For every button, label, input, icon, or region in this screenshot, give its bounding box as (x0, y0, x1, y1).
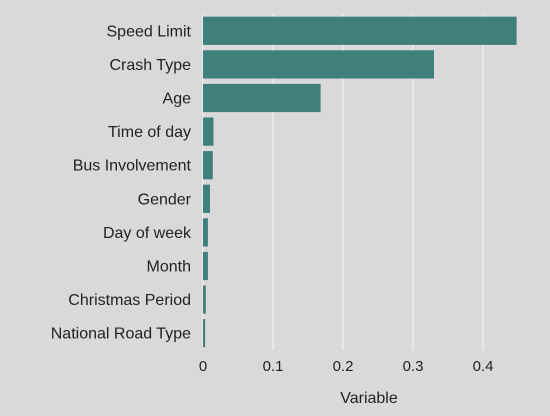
bar-age (203, 83, 321, 113)
y-tick-label: National Road Type (51, 326, 191, 343)
bar-gender (203, 184, 210, 213)
x-tick-label: 0 (199, 358, 207, 375)
y-tick-label: Day of week (103, 225, 192, 242)
bar-time-of-day (203, 117, 214, 146)
y-tick-label: Month (147, 259, 191, 276)
y-tick-label: Christmas Period (68, 292, 191, 309)
bar-month (203, 251, 208, 281)
y-tick-labels: Speed Limit Crash Type Age Time of day Bus I… (51, 23, 192, 342)
bar-day-of-week (203, 218, 208, 247)
x-tick-label: 0.1 (263, 358, 284, 375)
y-tick-label: Gender (138, 191, 192, 208)
y-tick-label: Age (163, 91, 192, 108)
bar-christmas-period (203, 285, 206, 314)
bar-layer (203, 16, 517, 348)
y-tick-label: Speed Limit (107, 23, 192, 40)
y-tick-label: Time of day (108, 124, 191, 141)
x-tick-label: 0.2 (333, 358, 354, 375)
y-tick-label: Bus Involvement (73, 158, 192, 175)
x-axis-label: Variable (340, 390, 398, 407)
x-tick-label: 0.3 (403, 358, 424, 375)
x-tick-labels: 0 0.1 0.2 0.3 0.4 (199, 358, 494, 375)
bar-crash-type (203, 50, 434, 79)
y-tick-label: Crash Type (109, 57, 191, 74)
x-tick-label: 0.4 (473, 358, 494, 375)
bar-bus-involvement (203, 151, 213, 180)
bar-speed-limit (203, 16, 517, 45)
bar-national-road-type (203, 319, 206, 348)
